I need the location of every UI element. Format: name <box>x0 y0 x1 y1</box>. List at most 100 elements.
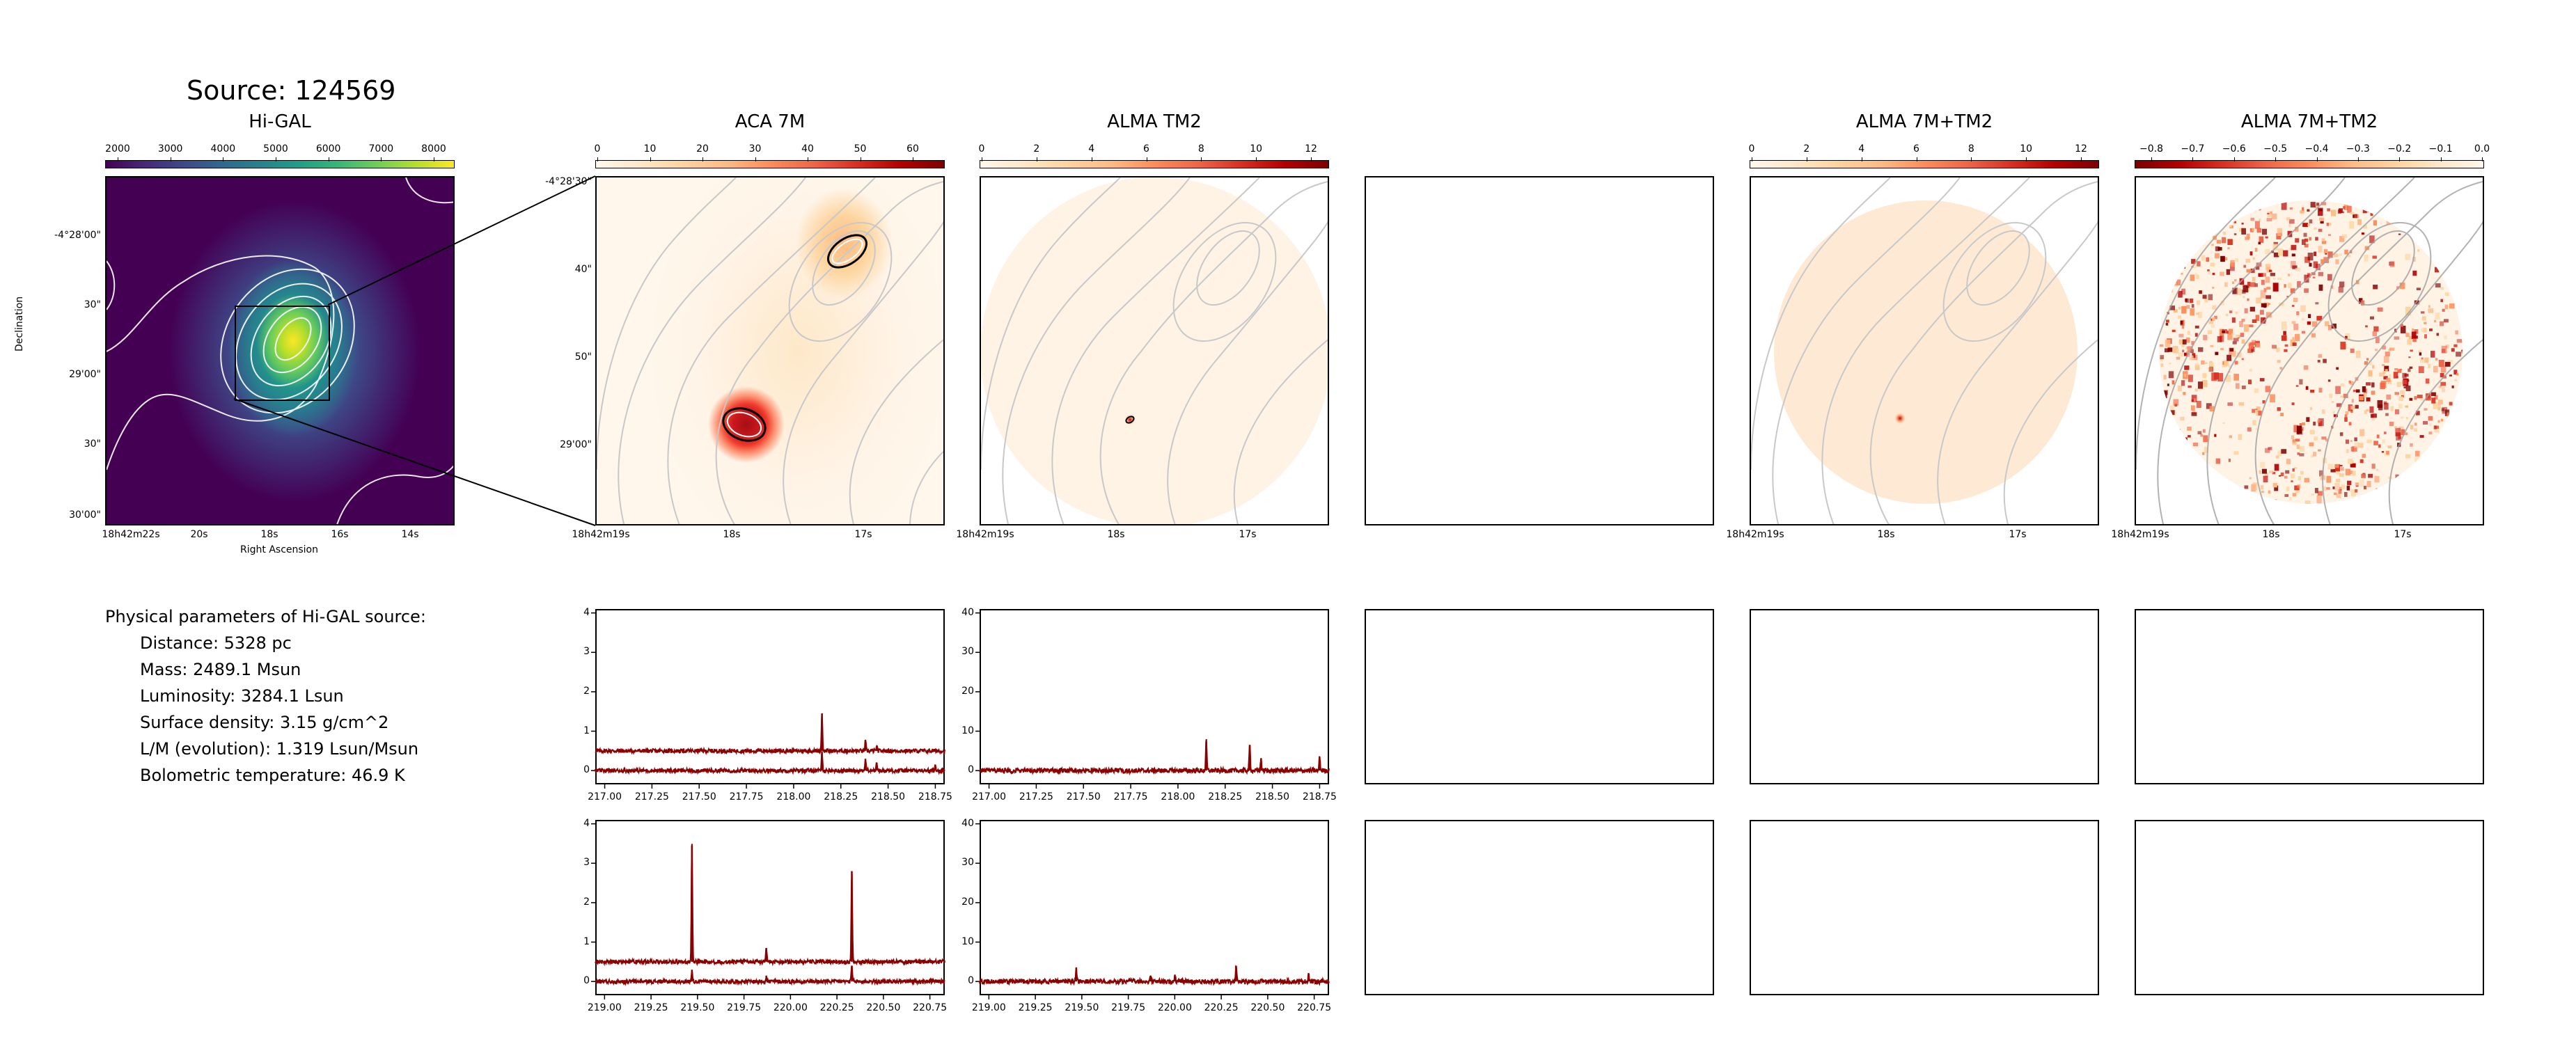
params-heading: Physical parameters of Hi-GAL source: <box>105 607 426 626</box>
residual-pixel <box>2307 252 2314 261</box>
residual-pixel <box>2265 386 2271 393</box>
residual-pixel <box>2376 434 2380 438</box>
residual-pixel <box>2456 339 2463 343</box>
y-tick-label: 30" <box>84 299 101 310</box>
spectrum-x-tick-label: 219.00 <box>587 1002 622 1013</box>
colorbar-tick-label: 2 <box>1033 143 1040 155</box>
residual-pixel <box>2368 473 2373 478</box>
residual-pixel <box>2350 406 2355 410</box>
residual-pixel <box>2437 404 2442 409</box>
residual-pixel <box>2460 446 2463 452</box>
colorbar-tick-label: 8 <box>1197 143 1204 155</box>
residual-pixel <box>2381 451 2385 453</box>
residual-pixel <box>2423 420 2428 425</box>
residual-pixel <box>2315 302 2319 305</box>
residual-pixel <box>2279 503 2284 504</box>
residual-pixel <box>2228 365 2232 368</box>
residual-pixel <box>2331 323 2337 329</box>
y-tick-label: 40" <box>574 264 592 275</box>
residual-pixel <box>2280 413 2284 416</box>
y-tick-label: -4°28'30" <box>545 176 592 187</box>
residual-pixel <box>2317 449 2321 452</box>
residual-pixel <box>2228 329 2233 335</box>
residual-pixel <box>2452 417 2458 423</box>
residual-pixel <box>2183 241 2188 246</box>
residual-pixel <box>2316 495 2322 504</box>
residual-pixel <box>2401 416 2404 419</box>
residual-pixel <box>2440 418 2444 422</box>
residual-pixel <box>2359 201 2364 205</box>
param-distance: Distance: 5328 pc <box>140 633 292 653</box>
residual-pixel <box>2211 372 2217 381</box>
residual-pixel <box>2333 414 2338 418</box>
residual-pixel <box>2334 492 2337 496</box>
residual-pixel <box>2384 402 2389 410</box>
spectrum-x-tick-label: 219.50 <box>680 1002 715 1013</box>
residual-pixel <box>2309 406 2313 411</box>
residual-pixel <box>2268 447 2272 450</box>
colorbar-tick-label: 10 <box>2020 143 2033 155</box>
spectrum-x-tick-label: 219.25 <box>1018 1002 1053 1013</box>
spectrum-x-tick-label: 218.25 <box>824 791 858 802</box>
residual-pixel <box>2414 396 2417 400</box>
residual-pixel <box>2370 212 2373 216</box>
residual-pixel <box>2229 348 2234 352</box>
residual-pixel <box>2264 448 2270 453</box>
residual-pixel <box>2229 435 2232 438</box>
residual-pixel <box>2324 321 2330 326</box>
residual-pixel <box>2451 385 2454 388</box>
residual-pixel <box>2262 400 2265 404</box>
residual-pixel <box>2202 294 2207 299</box>
residual-pixel <box>2384 488 2387 491</box>
residual-pixel <box>2410 443 2413 447</box>
alma7mtm2-resid-contours <box>2136 177 2483 524</box>
residual-pixel <box>2383 401 2387 405</box>
residual-pixel <box>2386 377 2391 382</box>
residual-pixel <box>2314 227 2317 230</box>
residual-pixel <box>2415 450 2420 457</box>
residual-pixel <box>2297 280 2301 288</box>
param-luminosity: Luminosity: 3284.1 Lsun <box>140 686 344 706</box>
residual-pixel <box>2419 502 2423 504</box>
residual-pixel <box>2199 475 2205 480</box>
residual-pixel <box>2302 207 2304 211</box>
residual-pixel <box>2444 361 2451 367</box>
colorbar-tick-mark <box>755 157 756 161</box>
residual-pixel <box>2241 358 2244 361</box>
residual-pixel <box>2178 333 2184 338</box>
colorbar-tick-label: −0.6 <box>2222 143 2246 155</box>
residual-pixel <box>2355 482 2359 486</box>
residual-pixel <box>2284 493 2289 498</box>
residual-pixel <box>2444 304 2449 310</box>
residual-pixel <box>2317 360 2320 363</box>
residual-pixel <box>2263 305 2267 308</box>
residual-pixel <box>2405 333 2410 338</box>
residual-pixel <box>2394 426 2397 429</box>
residual-pixel <box>2445 345 2449 349</box>
x-tick-label: 18h42m19s <box>2111 529 2169 540</box>
residual-pixel <box>2256 500 2261 504</box>
residual-pixel <box>2430 473 2435 479</box>
residual-pixel <box>2259 236 2263 243</box>
residual-pixel <box>2185 298 2189 303</box>
residual-pixel <box>2314 436 2318 441</box>
residual-pixel <box>2274 464 2279 471</box>
residual-pixel <box>2323 257 2329 264</box>
residual-pixel <box>2280 472 2284 477</box>
residual-pixel <box>2414 422 2417 426</box>
residual-pixel <box>2339 236 2345 242</box>
residual-pixel <box>2313 452 2316 457</box>
residual-pixel <box>2307 321 2311 325</box>
residual-pixel <box>2456 201 2459 206</box>
residual-pixel <box>2387 445 2392 449</box>
residual-pixel <box>2173 399 2179 406</box>
residual-pixel <box>2203 435 2208 443</box>
residual-pixel <box>2258 273 2263 277</box>
residual-pixel <box>2339 432 2343 436</box>
residual-pixel <box>2451 474 2454 477</box>
residual-pixel <box>2400 390 2405 395</box>
residual-pixel <box>2384 365 2389 372</box>
residual-pixel <box>2160 452 2167 458</box>
residual-pixel <box>2420 311 2425 314</box>
residual-pixel <box>2417 500 2420 503</box>
